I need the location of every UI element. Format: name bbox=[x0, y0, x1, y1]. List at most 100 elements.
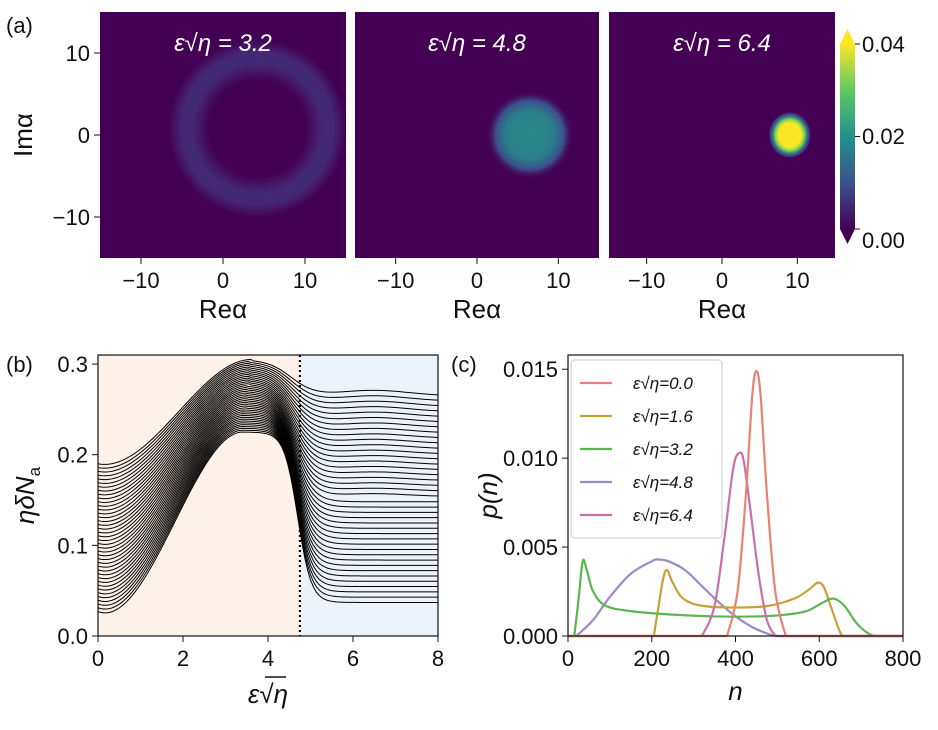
curve-line bbox=[97, 411, 438, 572]
curve-line bbox=[97, 420, 438, 591]
curve-line bbox=[97, 416, 438, 583]
curve-line bbox=[97, 422, 438, 595]
heatmap-1-density bbox=[168, 39, 346, 217]
panel-c-ytick-label: 0.015 bbox=[503, 357, 558, 382]
heatmap-3-xlabel: Reα bbox=[698, 294, 746, 324]
curve-line bbox=[97, 381, 439, 511]
heatmap-3-title: ε√η = 6.4 bbox=[673, 30, 771, 57]
heatmap-1-xlabel: Reα bbox=[199, 294, 247, 324]
panel-b-xtick-label: 6 bbox=[347, 646, 359, 671]
panel-b-ytick-label: 0.3 bbox=[57, 352, 88, 377]
curve-line bbox=[97, 399, 438, 549]
panel-b-ytick-label: 0.0 bbox=[57, 624, 88, 649]
panel-b-ytick-label: 0.1 bbox=[57, 533, 88, 558]
panel-c-xtick-label: 800 bbox=[885, 646, 922, 671]
curve-line bbox=[97, 414, 438, 580]
panel-c-label: (c) bbox=[451, 352, 477, 377]
heatmap-3-xtick-label: 10 bbox=[785, 268, 809, 293]
heatmap-2-xtick-label: 0 bbox=[471, 268, 483, 293]
colorbar-tick-mid: 0.02 bbox=[862, 124, 905, 149]
colorbar-max-arrow bbox=[840, 29, 855, 44]
series-line-1 bbox=[726, 369, 787, 637]
curve-line bbox=[97, 431, 438, 614]
heatmap-1-xtick-label: 0 bbox=[217, 268, 229, 293]
curve-line bbox=[97, 385, 439, 519]
curve-line bbox=[97, 394, 439, 538]
heatmap-1-title: ε√η = 3.2 bbox=[174, 30, 272, 57]
legend-label-1: ε√η=0.0 bbox=[633, 374, 693, 393]
curve-line bbox=[97, 401, 438, 553]
panel-c-xtick-label: 0 bbox=[562, 646, 574, 671]
heatmap-1-xtick-label: 10 bbox=[293, 268, 317, 293]
curve-line bbox=[97, 407, 438, 564]
heatmap-3-xtick-label: 0 bbox=[716, 268, 728, 293]
colorbar-gradient bbox=[840, 44, 855, 229]
panel-b-xtick-label: 4 bbox=[262, 646, 274, 671]
curve-line bbox=[97, 429, 438, 610]
curve-line bbox=[97, 413, 438, 576]
series-line-3 bbox=[573, 558, 879, 638]
colorbar: 0.04 0.02 0.00 bbox=[840, 29, 905, 253]
curve-line bbox=[97, 388, 439, 526]
panel-c-legend: ε√η=0.0 ε√η=1.6 ε√η=3.2 ε√η=4.8 ε√η=6.4 bbox=[570, 359, 723, 539]
curve-line bbox=[97, 403, 438, 557]
panel-c-ytick-label: 0.000 bbox=[503, 624, 558, 649]
curve-line bbox=[97, 425, 438, 602]
heatmap-1-xtick-label: −10 bbox=[122, 268, 159, 293]
colorbar-min-arrow bbox=[840, 229, 855, 244]
curve-line bbox=[97, 409, 438, 568]
curve-line bbox=[97, 383, 439, 515]
panel-a-heatmaps: ε√η = 3.2 −10 0 10 Reα 10 0 −10 Imα ε√η = 4.8 −10 0… bbox=[8, 12, 835, 324]
panel-b-xlabel: ε√η bbox=[248, 679, 288, 709]
curve-line bbox=[97, 405, 438, 561]
curve-line bbox=[97, 366, 439, 481]
curve-family bbox=[97, 359, 439, 614]
curve-line bbox=[97, 373, 439, 496]
panel-b-ylabel: ηδNa bbox=[10, 466, 44, 524]
colorbar-tick-min: 0.00 bbox=[862, 228, 905, 253]
heatmap-ylabel: Imα bbox=[8, 113, 38, 157]
curve-line bbox=[97, 390, 439, 530]
legend-label-4: ε√η=4.8 bbox=[633, 473, 693, 492]
panel-c-xtick-label: 200 bbox=[633, 646, 670, 671]
curve-line bbox=[97, 377, 439, 503]
curve-line bbox=[97, 424, 438, 599]
heatmap-3-density bbox=[768, 111, 812, 159]
heatmap-ytick-label: −10 bbox=[53, 205, 90, 230]
panel-c-xtick-label: 600 bbox=[801, 646, 838, 671]
panel-c-xlabel: n bbox=[728, 676, 742, 706]
panel-c-xtick-label: 400 bbox=[717, 646, 754, 671]
curve-line bbox=[97, 375, 439, 500]
panel-c-ytick-label: 0.010 bbox=[503, 446, 558, 471]
heatmap-ytick-label: 0 bbox=[78, 123, 90, 148]
curve-line bbox=[97, 427, 438, 606]
legend-label-5: ε√η=6.4 bbox=[633, 506, 693, 525]
series-line-4 bbox=[575, 558, 778, 638]
curve-line bbox=[97, 360, 439, 469]
heatmap-3-xtick-label: −10 bbox=[628, 268, 665, 293]
curve-line bbox=[97, 372, 439, 492]
curve-line bbox=[97, 418, 438, 587]
curve-line bbox=[97, 370, 439, 488]
heatmap-2-xlabel: Reα bbox=[453, 294, 501, 324]
panel-b-plot: 0 2 4 6 8 0.0 0.1 0.2 0.3 ε√η ηδNa bbox=[10, 352, 444, 709]
legend-box bbox=[570, 359, 723, 539]
colorbar-tick-max: 0.04 bbox=[862, 32, 905, 57]
panel-b-xtick-label: 2 bbox=[177, 646, 189, 671]
series-line-5 bbox=[700, 451, 777, 637]
heatmap-2-title: ε√η = 4.8 bbox=[428, 30, 526, 57]
panel-b-ytick-label: 0.2 bbox=[57, 443, 88, 468]
panel-b-xtick-label: 8 bbox=[432, 646, 444, 671]
heatmap-2-xtick-label: 10 bbox=[546, 268, 570, 293]
panel-b-label: (b) bbox=[6, 352, 33, 377]
panel-c-ytick-label: 0.005 bbox=[503, 535, 558, 560]
heatmap-2-xtick-label: −10 bbox=[377, 268, 414, 293]
panel-a-label: (a) bbox=[6, 13, 33, 38]
heatmap-2-density bbox=[485, 90, 574, 180]
curve-line bbox=[97, 387, 439, 522]
curve-line bbox=[97, 398, 438, 545]
heatmap-ytick-label: 10 bbox=[66, 41, 90, 66]
panel-b-xtick-label: 0 bbox=[92, 646, 104, 671]
panel-c-ylabel: p(n) bbox=[473, 472, 503, 519]
